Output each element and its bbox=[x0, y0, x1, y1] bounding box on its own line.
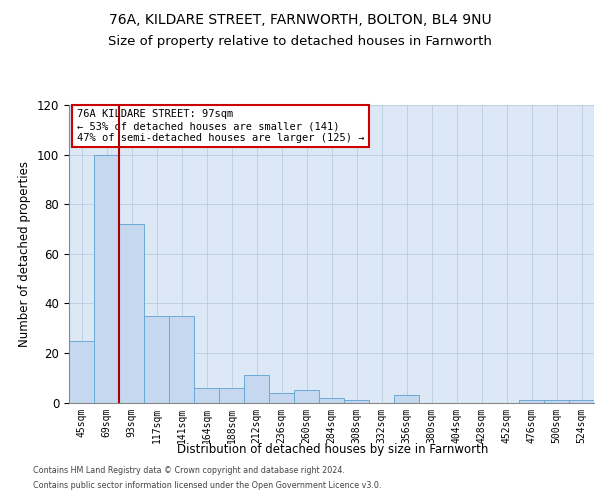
Text: 76A, KILDARE STREET, FARNWORTH, BOLTON, BL4 9NU: 76A, KILDARE STREET, FARNWORTH, BOLTON, … bbox=[109, 12, 491, 26]
Bar bbox=[144, 316, 169, 402]
Text: Distribution of detached houses by size in Farnworth: Distribution of detached houses by size … bbox=[178, 442, 488, 456]
Bar bbox=[119, 224, 144, 402]
Bar bbox=[194, 388, 219, 402]
Bar bbox=[294, 390, 319, 402]
Bar bbox=[569, 400, 594, 402]
Bar bbox=[544, 400, 569, 402]
Bar bbox=[269, 392, 294, 402]
Bar bbox=[344, 400, 369, 402]
Text: Size of property relative to detached houses in Farnworth: Size of property relative to detached ho… bbox=[108, 35, 492, 48]
Bar bbox=[169, 316, 194, 402]
Bar bbox=[69, 340, 94, 402]
Bar bbox=[94, 154, 119, 402]
Text: 76A KILDARE STREET: 97sqm
← 53% of detached houses are smaller (141)
47% of semi: 76A KILDARE STREET: 97sqm ← 53% of detac… bbox=[77, 110, 364, 142]
Bar bbox=[394, 395, 419, 402]
Bar bbox=[519, 400, 544, 402]
Bar bbox=[219, 388, 244, 402]
Text: Contains HM Land Registry data © Crown copyright and database right 2024.: Contains HM Land Registry data © Crown c… bbox=[33, 466, 345, 475]
Text: Contains public sector information licensed under the Open Government Licence v3: Contains public sector information licen… bbox=[33, 481, 382, 490]
Bar bbox=[244, 375, 269, 402]
Y-axis label: Number of detached properties: Number of detached properties bbox=[19, 161, 31, 347]
Bar bbox=[319, 398, 344, 402]
